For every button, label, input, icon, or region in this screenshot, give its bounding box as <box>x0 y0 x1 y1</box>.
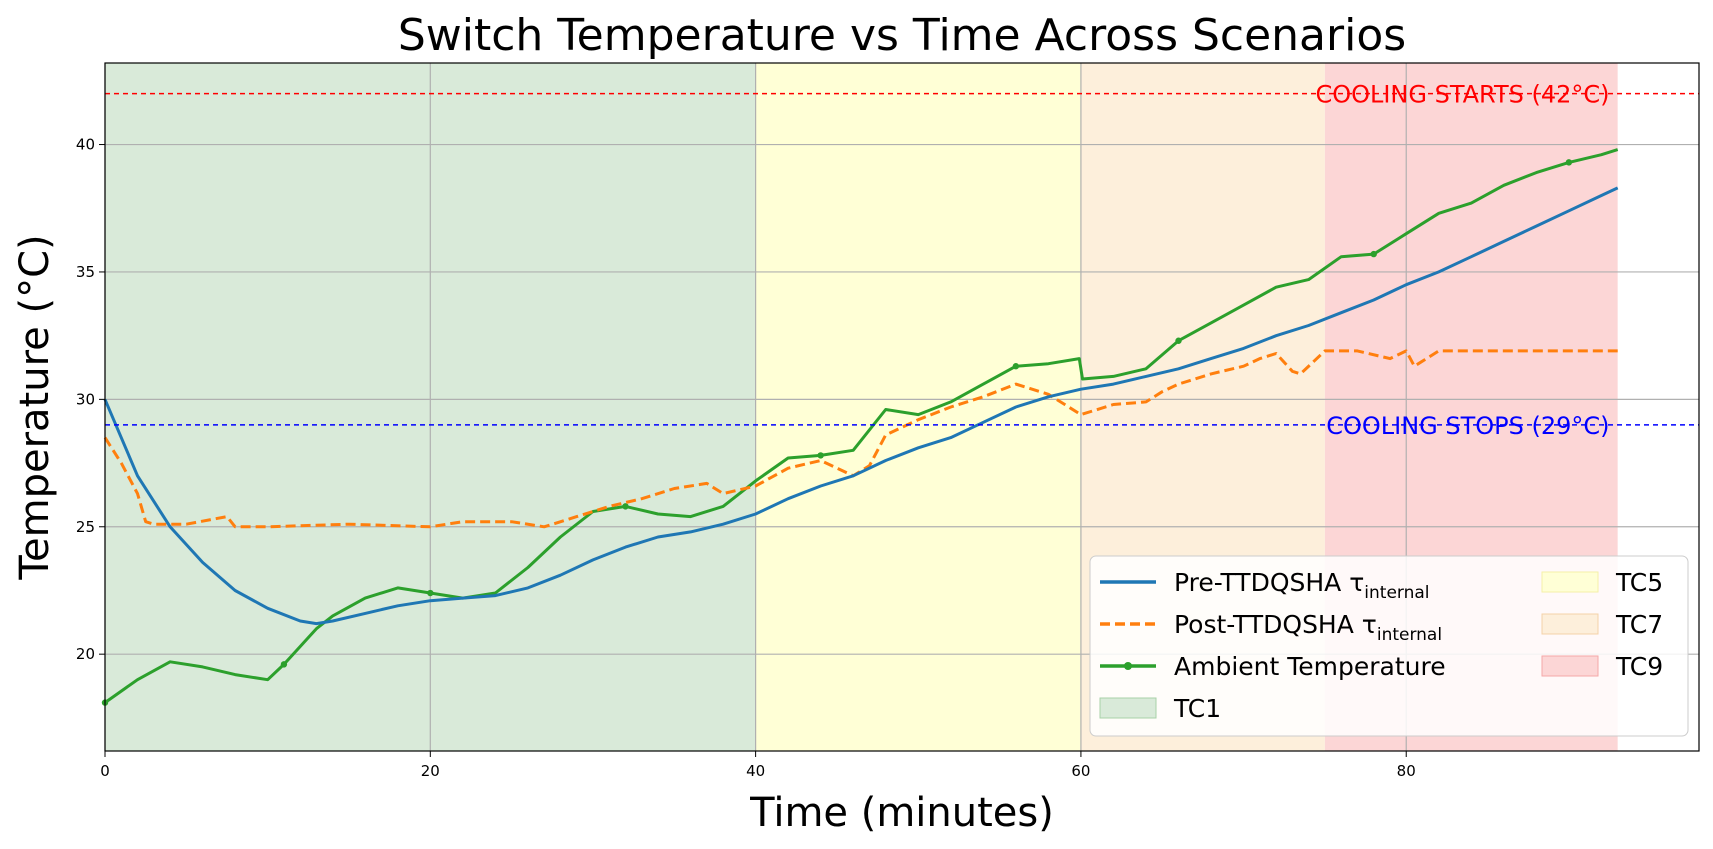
legend-label-subscript: internal <box>1377 625 1442 645</box>
x-axis-label: Time (minutes) <box>749 790 1054 836</box>
legend-swatch-tc9 <box>1541 655 1599 677</box>
legend-swatch-tc7 <box>1541 613 1599 635</box>
x-tick-label: 60 <box>1071 762 1090 780</box>
legend-label-tc1: TC1 <box>1173 694 1221 723</box>
series-point <box>280 661 288 668</box>
chart-title: Switch Temperature vs Time Across Scenar… <box>398 10 1406 61</box>
series-lines <box>101 148 1619 706</box>
legend-swatch-tc1 <box>1099 697 1157 719</box>
y-axis-label: Temperature (°C) <box>12 234 58 580</box>
series-point <box>622 503 629 510</box>
region-tc5 <box>755 63 1081 751</box>
x-tick-label: 20 <box>421 762 440 780</box>
legend-marker <box>1124 662 1132 670</box>
legend-label-tc9: TC9 <box>1615 652 1663 681</box>
legend-box <box>1089 555 1689 737</box>
x-tick-label: 40 <box>746 762 765 780</box>
series-point <box>1012 363 1020 370</box>
x-tick-label: 80 <box>1397 762 1416 780</box>
y-tick-label: 30 <box>76 390 95 408</box>
legend-label-series-2: Ambient Temperature <box>1174 652 1446 681</box>
series-point <box>1370 250 1377 258</box>
legend-swatch-tc5 <box>1541 571 1599 593</box>
plot-frame <box>104 62 1700 752</box>
axis-ticks: 0 20 40 60 80 20 25 30 35 40 <box>76 136 1416 780</box>
x-tick-label: 0 <box>100 762 110 780</box>
y-tick-label: 20 <box>76 645 95 663</box>
threshold-lines: COOLING STARTS (42°C) COOLING STOPS (29°C… <box>105 81 1699 440</box>
series-line-2 <box>104 148 1619 704</box>
y-tick-label: 40 <box>76 136 95 154</box>
legend-label-tc7: TC7 <box>1615 610 1663 639</box>
y-tick-label: 25 <box>76 518 95 536</box>
series-point <box>1175 337 1182 344</box>
y-tick-label: 35 <box>76 263 95 281</box>
legend-label-subscript: internal <box>1364 583 1429 603</box>
threshold-label-0: COOLING STARTS (42°C) <box>1315 81 1609 109</box>
threshold-label-1: COOLING STOPS (29°C) <box>1326 412 1609 440</box>
series-line-1 <box>103 349 1618 529</box>
series-point <box>817 452 824 459</box>
legend-label-tc5: TC5 <box>1615 568 1663 597</box>
series-point <box>1565 159 1573 166</box>
series-point <box>427 589 434 597</box>
series-line-0 <box>103 186 1619 626</box>
